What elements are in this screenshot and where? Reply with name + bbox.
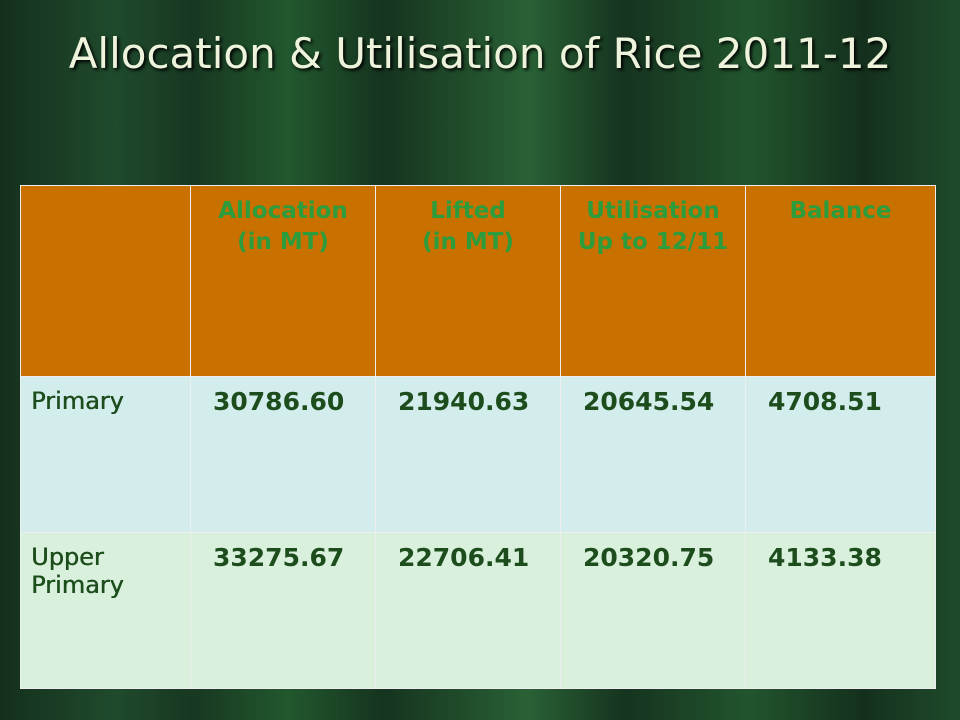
header-cell: Balance (745, 185, 936, 377)
header-line: Balance (789, 198, 892, 224)
row-label: Primary (20, 376, 191, 533)
header-cell: Utilisation Up to 12/11 (560, 185, 746, 377)
value-cell: 22706.41 (375, 532, 561, 689)
header-line: Up to 12/11 (577, 229, 729, 255)
header-cell: Lifted (in MT) (375, 185, 561, 377)
table-row: Primary 30786.60 21940.63 20645.54 4708.51 (20, 376, 936, 533)
value-cell: 20320.75 (560, 532, 746, 689)
value-cell: 20645.54 (560, 376, 746, 533)
header-row: Allocation (in MT) Lifted (in MT) Utilisatio… (20, 185, 936, 377)
value-cell: 30786.60 (190, 376, 376, 533)
table-row: Upper Primary 33275.67 22706.41 20320.75 413… (20, 532, 936, 689)
value-cell: 4133.38 (745, 532, 936, 689)
row-label: Upper Primary (20, 532, 191, 689)
table-body: Primary 30786.60 21940.63 20645.54 4708.51 Up… (20, 376, 936, 689)
header-cell: Allocation (in MT) (190, 185, 376, 377)
header-line: Utilisation (586, 198, 720, 224)
header-line: Allocation (218, 198, 348, 224)
corner-cell (20, 185, 191, 377)
header-line: Lifted (430, 198, 506, 224)
value-cell: 21940.63 (375, 376, 561, 533)
header-line: (in MT) (237, 229, 329, 255)
value-cell: 33275.67 (190, 532, 376, 689)
data-table: Allocation (in MT) Lifted (in MT) Utilisatio… (20, 185, 936, 689)
slide-title: Allocation & Utilisation of Rice 2011-12 (68, 29, 892, 78)
value-cell: 4708.51 (745, 376, 936, 533)
header-line: (in MT) (422, 229, 514, 255)
